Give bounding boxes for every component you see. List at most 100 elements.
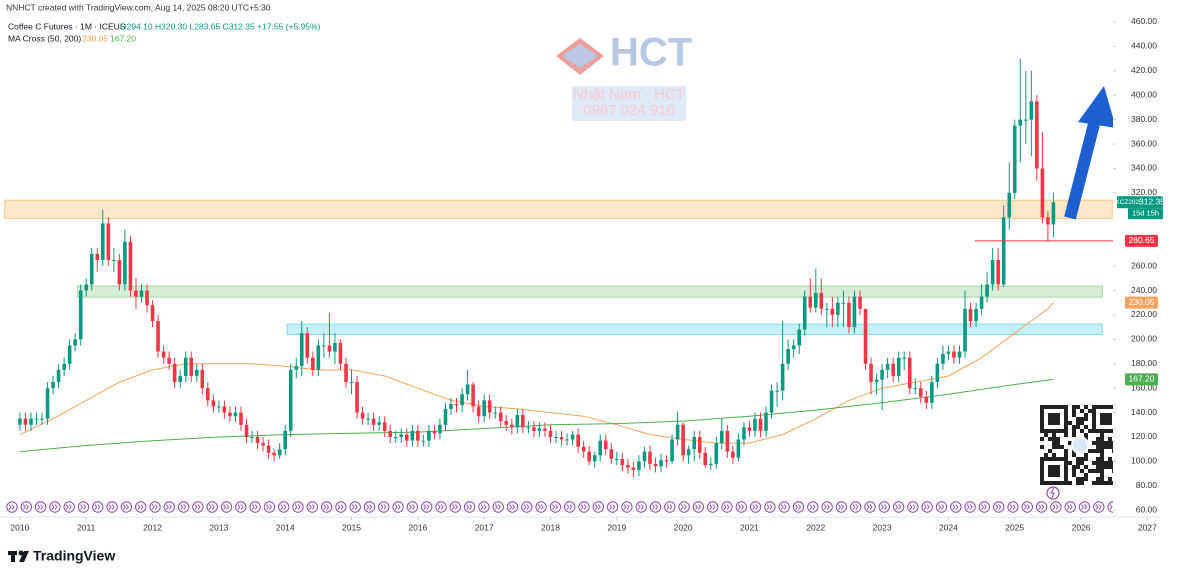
qr-cell	[1108, 437, 1112, 441]
y-tick-label: 320.00	[1131, 187, 1157, 197]
candle-body	[84, 284, 89, 291]
candle-body	[1024, 119, 1028, 121]
candle-body	[465, 384, 470, 395]
candle-body	[200, 369, 205, 389]
candle-body	[355, 382, 359, 413]
qr-cell	[1100, 473, 1104, 477]
event-icon-glyph	[480, 504, 487, 510]
countdown: 15d 15h	[1132, 209, 1159, 218]
qr-cell	[1056, 437, 1060, 441]
event-icon-glyph	[409, 504, 415, 510]
qr-cell	[1108, 477, 1112, 481]
candle-body	[830, 308, 835, 315]
event-icon-glyph	[795, 504, 802, 510]
event-icon	[592, 501, 604, 513]
event-icon-glyph	[537, 504, 544, 510]
candle-body	[819, 292, 824, 309]
qr-cell	[1100, 469, 1104, 473]
candle-body	[18, 418, 22, 425]
event-icon	[263, 501, 276, 513]
candle-body	[228, 412, 232, 417]
y-tick-label: 100.00	[1131, 456, 1157, 466]
event-icon	[1093, 501, 1105, 513]
event-icon	[621, 501, 633, 513]
qr-cell	[1048, 437, 1052, 441]
candle-body	[537, 428, 542, 431]
candle-body	[360, 412, 365, 419]
candle-body	[393, 436, 398, 438]
candle-body	[233, 412, 238, 417]
candle-body	[161, 351, 166, 358]
brand-icon	[11, 551, 15, 562]
qr-cell	[1076, 481, 1080, 485]
qr-cell	[1088, 429, 1092, 433]
candle-body	[1001, 217, 1006, 285]
qr-finder	[1100, 413, 1112, 425]
brand-icon	[18, 550, 24, 556]
qr-cell	[1084, 417, 1088, 421]
candle-body	[399, 434, 404, 437]
candle-body	[918, 388, 923, 397]
event-icon	[106, 501, 118, 513]
qr-cell	[1100, 481, 1104, 485]
candle-body	[609, 449, 614, 459]
price-label: 312.35	[1139, 196, 1165, 206]
event-icon	[664, 501, 676, 513]
event-icon-glyph	[895, 504, 902, 510]
candle-body	[371, 418, 376, 425]
watermark-name: Nhật Nam - HCT	[573, 86, 685, 103]
event-icon-glyph	[938, 504, 945, 510]
qr-cell	[1064, 433, 1068, 437]
x-tick-label: 2014	[276, 522, 295, 532]
candle-body	[427, 430, 431, 441]
event-icon-glyph	[952, 504, 959, 510]
candle-body	[288, 369, 293, 431]
x-tick-label: 2015	[342, 522, 361, 532]
candle-body	[565, 439, 569, 441]
candle-body	[333, 343, 337, 352]
y-tick-label: 400.00	[1131, 89, 1157, 99]
qr-cell	[1060, 445, 1064, 449]
candle-body	[559, 436, 564, 440]
y-tick-label: 200.00	[1131, 334, 1157, 344]
qr-cell	[1056, 445, 1060, 449]
candle-body	[930, 382, 934, 403]
event-icon	[892, 501, 905, 513]
watermark-phone: 0967 024 910	[583, 102, 675, 119]
event-icon-glyph	[594, 504, 601, 510]
qr-cell	[1092, 449, 1096, 453]
event-icon	[692, 501, 705, 513]
candle-body	[172, 363, 177, 383]
candle-body	[786, 349, 790, 364]
candle-body	[382, 422, 387, 431]
event-icon	[778, 501, 790, 513]
countdown-box	[1128, 208, 1163, 220]
event-icon-glyph	[780, 504, 787, 510]
event-icon-glyph	[737, 504, 744, 510]
event-icon-glyph	[852, 504, 859, 510]
event-icon	[206, 501, 218, 513]
event-icon-glyph	[208, 504, 215, 510]
candle-body	[576, 434, 580, 447]
candle-body	[493, 412, 498, 414]
event-icon-glyph	[494, 504, 501, 510]
logo-text: HCT	[610, 31, 692, 75]
candle-body	[366, 418, 370, 420]
event-icon-glyph	[308, 504, 315, 510]
candle-body	[907, 357, 912, 389]
candle-body	[316, 345, 321, 370]
candle-body	[404, 434, 409, 441]
event-icon-glyph	[94, 504, 101, 510]
event-icon	[549, 501, 562, 513]
qr-cell	[1044, 433, 1048, 437]
candle-body	[443, 408, 448, 425]
qr-cell	[1100, 461, 1104, 465]
candle-body	[344, 363, 348, 383]
y-tick-label: 340.00	[1131, 163, 1157, 173]
candle-body	[626, 465, 630, 468]
candle-body	[299, 333, 304, 367]
candle-body	[211, 400, 216, 407]
y-tick-label: 240.00	[1131, 285, 1157, 295]
qr-cell	[1068, 481, 1072, 485]
